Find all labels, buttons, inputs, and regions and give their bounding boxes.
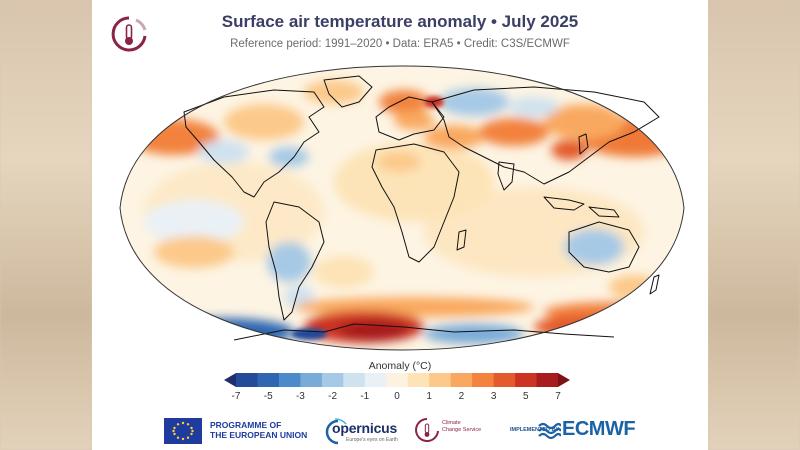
map-subtitle: Reference period: 1991–2020 • Data: ERA5…: [230, 38, 570, 50]
colorbar-segment: [472, 373, 494, 387]
colorbar-tick-label: 3: [490, 391, 497, 402]
colorbar-arrow-high: [558, 373, 570, 387]
colorbar-tick-label: -3: [295, 391, 305, 402]
colorbar-segment: [536, 373, 559, 387]
legend-title: Anomaly (°C): [368, 360, 432, 372]
colorbar-tick-label: -2: [328, 391, 338, 402]
colorbar-tick-label: -5: [263, 391, 273, 402]
eu-flag-icon: [164, 418, 202, 444]
colorbar-tick-label: -7: [231, 391, 241, 402]
colorbar-tick-label: 5: [523, 391, 529, 402]
colorbar-segment: [407, 373, 430, 387]
implemented-by-text: IMPLEMENTED BY: [510, 427, 560, 433]
colorbar-tick-label: 7: [555, 391, 561, 402]
colorbar-segment: [386, 373, 409, 387]
colorbar-segment: [236, 373, 258, 387]
copernicus-tagline: Europe's eyes on Earth: [346, 437, 398, 443]
colorbar-segment: [450, 373, 473, 387]
c3s-thermometer-logo: [111, 16, 147, 52]
colorbar-segment: [278, 373, 301, 387]
map-title: Surface air temperature anomaly • July 2…: [221, 12, 579, 31]
ecmwf-wave-icon: [538, 422, 561, 439]
colorbar-segment: [321, 373, 344, 387]
figure-card: Surface air temperature anomaly • July 2…: [92, 0, 708, 450]
colorbar-segment: [257, 373, 280, 387]
colorbar-tick-label: 0: [394, 391, 400, 402]
c3s-small-logo-icon: [415, 418, 439, 442]
colorbar-tick-label: 1: [426, 391, 432, 402]
background-left: [0, 0, 92, 450]
c3s-text: Climate Change Service: [442, 420, 488, 434]
anomaly-field: [120, 66, 684, 350]
colorbar-segment: [300, 373, 323, 387]
colorbar-segment: [429, 373, 451, 387]
eu-line-1: PROGRAMME OF: [210, 420, 282, 430]
eu-line-2: THE EUROPEAN UNION: [210, 430, 308, 440]
colorbar-tick-label: -1: [360, 391, 370, 402]
eu-programme-text: PROGRAMME OF THE EUROPEAN UNION: [210, 420, 307, 440]
globe-outline: [119, 65, 685, 351]
colorbar-ticks: -7 -5 -3 -2 -1 0 1 2 3 5 7: [92, 391, 708, 405]
copernicus-logo-icon: [325, 418, 347, 445]
colorbar-tick-label: 2: [458, 391, 465, 402]
colorbar-segment: [343, 373, 366, 387]
coastlines: [183, 75, 660, 341]
copernicus-wordmark: opernicus: [332, 420, 398, 436]
colorbar-segment: [364, 373, 387, 387]
c3s-line-2: Change Service: [442, 427, 482, 433]
anomaly-colorbar: [224, 373, 570, 387]
footer-logos: PROGRAMME OF THE EUROPEAN UNION opernicu…: [92, 410, 708, 450]
background-right: [708, 0, 800, 450]
colorbar-segment: [515, 373, 537, 387]
colorbar-arrow-low: [224, 373, 236, 387]
c3s-line-1: Climate: [442, 420, 461, 426]
ecmwf-wordmark: ECMWF: [562, 418, 636, 440]
colorbar-segment: [493, 373, 516, 387]
world-anomaly-map: [119, 65, 685, 351]
